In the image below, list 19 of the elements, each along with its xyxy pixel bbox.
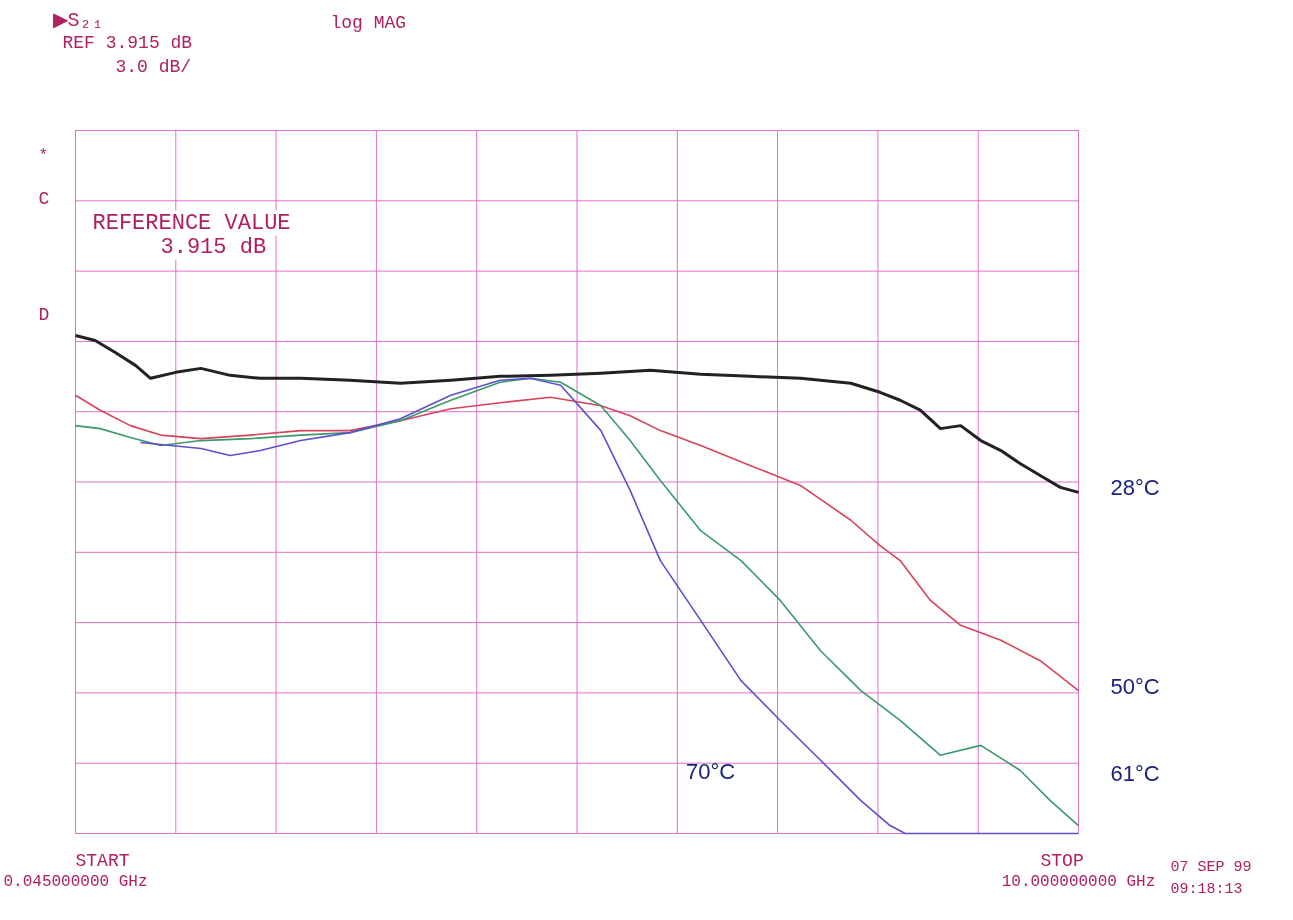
text: REF 3.915 dB <box>62 32 193 53</box>
text: STOP <box>1040 850 1084 871</box>
series-label: 28°C <box>1110 475 1160 501</box>
text: log MAG <box>330 12 407 33</box>
series-label: 50°C <box>1110 673 1160 699</box>
x-tick-label: 0.045000000 GHz <box>3 872 148 891</box>
text: ▶S₂₁ <box>52 8 104 32</box>
text: REFERENCE VALUE <box>92 210 291 236</box>
text: 07 SEP 99 <box>1170 858 1252 876</box>
x-tick-label: 10.000000000 GHz <box>1001 872 1156 891</box>
text: 61°C <box>1110 760 1160 786</box>
text: D <box>38 304 50 325</box>
text: 3.0 dB/ <box>115 56 192 77</box>
text: 70°C <box>686 758 736 784</box>
text: 3.915 dB <box>160 234 267 260</box>
text: 09:18:13 <box>1170 880 1243 898</box>
text: * <box>38 146 49 165</box>
text: C <box>38 188 50 209</box>
text: START <box>75 850 130 871</box>
